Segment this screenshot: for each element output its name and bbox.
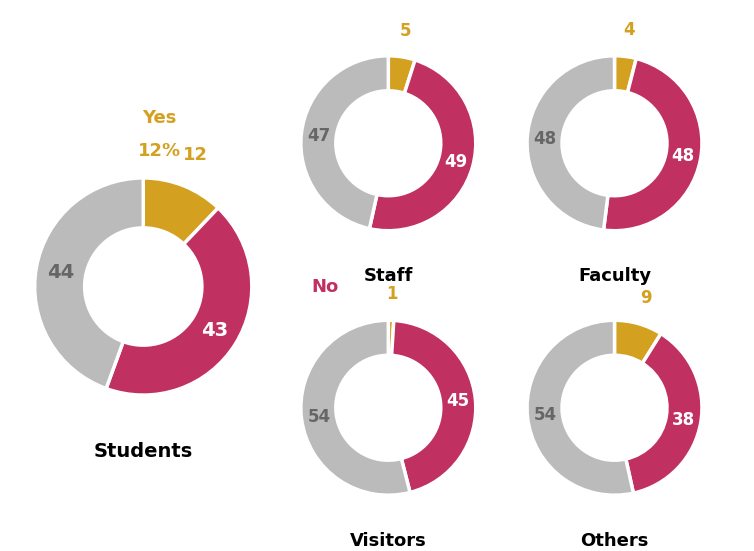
Text: 9: 9: [640, 289, 651, 307]
Text: Others: Others: [581, 532, 648, 550]
Wedge shape: [143, 178, 218, 244]
Wedge shape: [369, 60, 476, 231]
Text: Staff: Staff: [363, 267, 413, 285]
Wedge shape: [603, 58, 702, 231]
Wedge shape: [391, 321, 476, 493]
Text: 12: 12: [183, 147, 208, 165]
Wedge shape: [527, 56, 615, 230]
Text: Students: Students: [93, 442, 193, 461]
Text: 45: 45: [446, 392, 470, 410]
Text: 12%: 12%: [138, 142, 181, 160]
Text: 54: 54: [308, 408, 330, 425]
Wedge shape: [615, 56, 636, 93]
Wedge shape: [388, 320, 394, 355]
Text: 5: 5: [400, 22, 412, 40]
Text: Yes: Yes: [143, 109, 176, 127]
Text: 38: 38: [672, 410, 695, 429]
Wedge shape: [301, 56, 388, 229]
Text: 4: 4: [623, 21, 635, 40]
Text: 1: 1: [386, 285, 397, 303]
Wedge shape: [615, 320, 661, 363]
Wedge shape: [527, 320, 633, 495]
Text: 49: 49: [444, 153, 467, 171]
Text: No: No: [311, 278, 339, 295]
Text: 44: 44: [48, 262, 75, 282]
Text: Visitors: Visitors: [350, 532, 427, 550]
Wedge shape: [388, 56, 415, 93]
Wedge shape: [35, 178, 143, 388]
Text: Faculty: Faculty: [578, 267, 651, 285]
Wedge shape: [301, 320, 410, 495]
Text: 48: 48: [533, 130, 556, 148]
Text: 43: 43: [201, 321, 228, 340]
Wedge shape: [106, 208, 252, 395]
Text: 48: 48: [672, 147, 694, 165]
Text: 54: 54: [533, 406, 556, 424]
Text: 47: 47: [307, 127, 330, 145]
Wedge shape: [626, 333, 702, 493]
